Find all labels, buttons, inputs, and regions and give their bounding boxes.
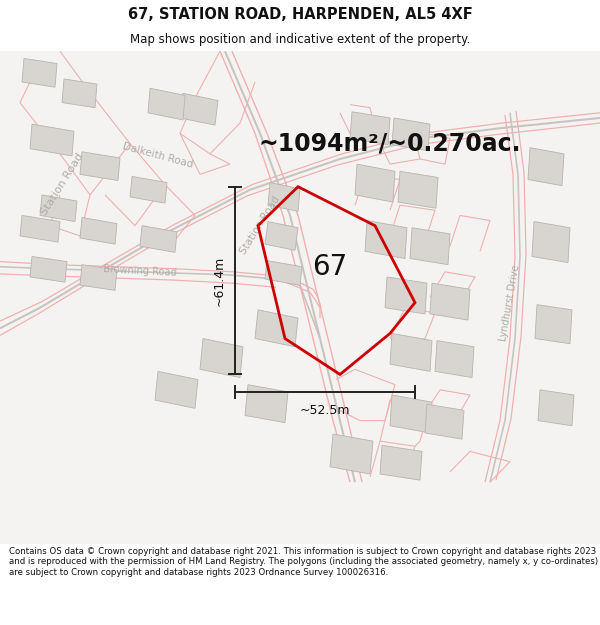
Polygon shape — [435, 341, 474, 377]
Polygon shape — [30, 124, 74, 156]
Polygon shape — [268, 182, 300, 211]
Polygon shape — [255, 310, 298, 347]
Text: Map shows position and indicative extent of the property.: Map shows position and indicative extent… — [130, 34, 470, 46]
Polygon shape — [528, 148, 564, 186]
Polygon shape — [532, 222, 570, 262]
Polygon shape — [155, 371, 198, 408]
Text: ~61.4m: ~61.4m — [212, 256, 226, 306]
Polygon shape — [398, 171, 438, 208]
Polygon shape — [80, 217, 117, 244]
Text: Station Road: Station Road — [39, 152, 85, 218]
Polygon shape — [20, 216, 60, 242]
Polygon shape — [430, 283, 470, 320]
Text: Browning Road: Browning Road — [103, 264, 177, 278]
Polygon shape — [245, 385, 288, 423]
Text: ~1094m²/~0.270ac.: ~1094m²/~0.270ac. — [259, 132, 521, 156]
Polygon shape — [392, 118, 430, 151]
Text: 67, STATION ROAD, HARPENDEN, AL5 4XF: 67, STATION ROAD, HARPENDEN, AL5 4XF — [128, 7, 472, 22]
Polygon shape — [200, 339, 243, 377]
Polygon shape — [180, 93, 218, 125]
Text: Lyndhurst Drive: Lyndhurst Drive — [499, 264, 521, 342]
Text: ~52.5m: ~52.5m — [300, 404, 350, 417]
Polygon shape — [22, 58, 57, 87]
Polygon shape — [380, 445, 422, 480]
Polygon shape — [330, 434, 373, 474]
Text: 67: 67 — [313, 253, 347, 281]
Polygon shape — [390, 333, 432, 371]
Text: Contains OS data © Crown copyright and database right 2021. This information is : Contains OS data © Crown copyright and d… — [9, 547, 598, 577]
Polygon shape — [350, 112, 390, 144]
Polygon shape — [30, 256, 67, 282]
Polygon shape — [538, 390, 574, 426]
Polygon shape — [365, 221, 407, 259]
Polygon shape — [265, 222, 298, 250]
Text: Dalkeith Road: Dalkeith Road — [122, 142, 194, 170]
Text: Station Road: Station Road — [238, 195, 282, 256]
Polygon shape — [355, 164, 395, 202]
Polygon shape — [0, 51, 600, 544]
Polygon shape — [62, 79, 97, 107]
Polygon shape — [148, 88, 185, 120]
Polygon shape — [425, 404, 464, 439]
Polygon shape — [140, 226, 177, 253]
Polygon shape — [385, 277, 427, 314]
Polygon shape — [535, 304, 572, 344]
Polygon shape — [130, 176, 167, 203]
Polygon shape — [80, 152, 120, 181]
Polygon shape — [265, 261, 302, 285]
Polygon shape — [80, 264, 117, 291]
Polygon shape — [410, 228, 450, 264]
Polygon shape — [390, 395, 432, 433]
Polygon shape — [40, 195, 77, 222]
